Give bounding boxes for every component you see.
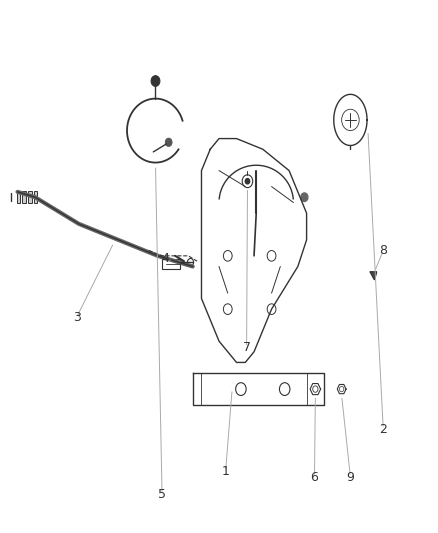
Polygon shape <box>370 272 377 280</box>
Circle shape <box>165 138 172 147</box>
Text: 4: 4 <box>162 252 170 265</box>
Text: 2: 2 <box>379 423 387 435</box>
Text: 1: 1 <box>222 465 230 478</box>
Bar <box>34 191 37 203</box>
Text: 6: 6 <box>311 471 318 483</box>
Text: 3: 3 <box>73 311 81 324</box>
Circle shape <box>151 76 160 86</box>
Text: 7: 7 <box>243 341 251 354</box>
Bar <box>28 191 32 203</box>
Circle shape <box>245 179 250 184</box>
Text: 9: 9 <box>346 471 354 483</box>
Text: 5: 5 <box>158 488 166 501</box>
Text: 8: 8 <box>379 244 387 257</box>
Bar <box>17 191 20 203</box>
Circle shape <box>301 193 308 201</box>
Bar <box>162 259 180 269</box>
Bar <box>22 191 26 203</box>
